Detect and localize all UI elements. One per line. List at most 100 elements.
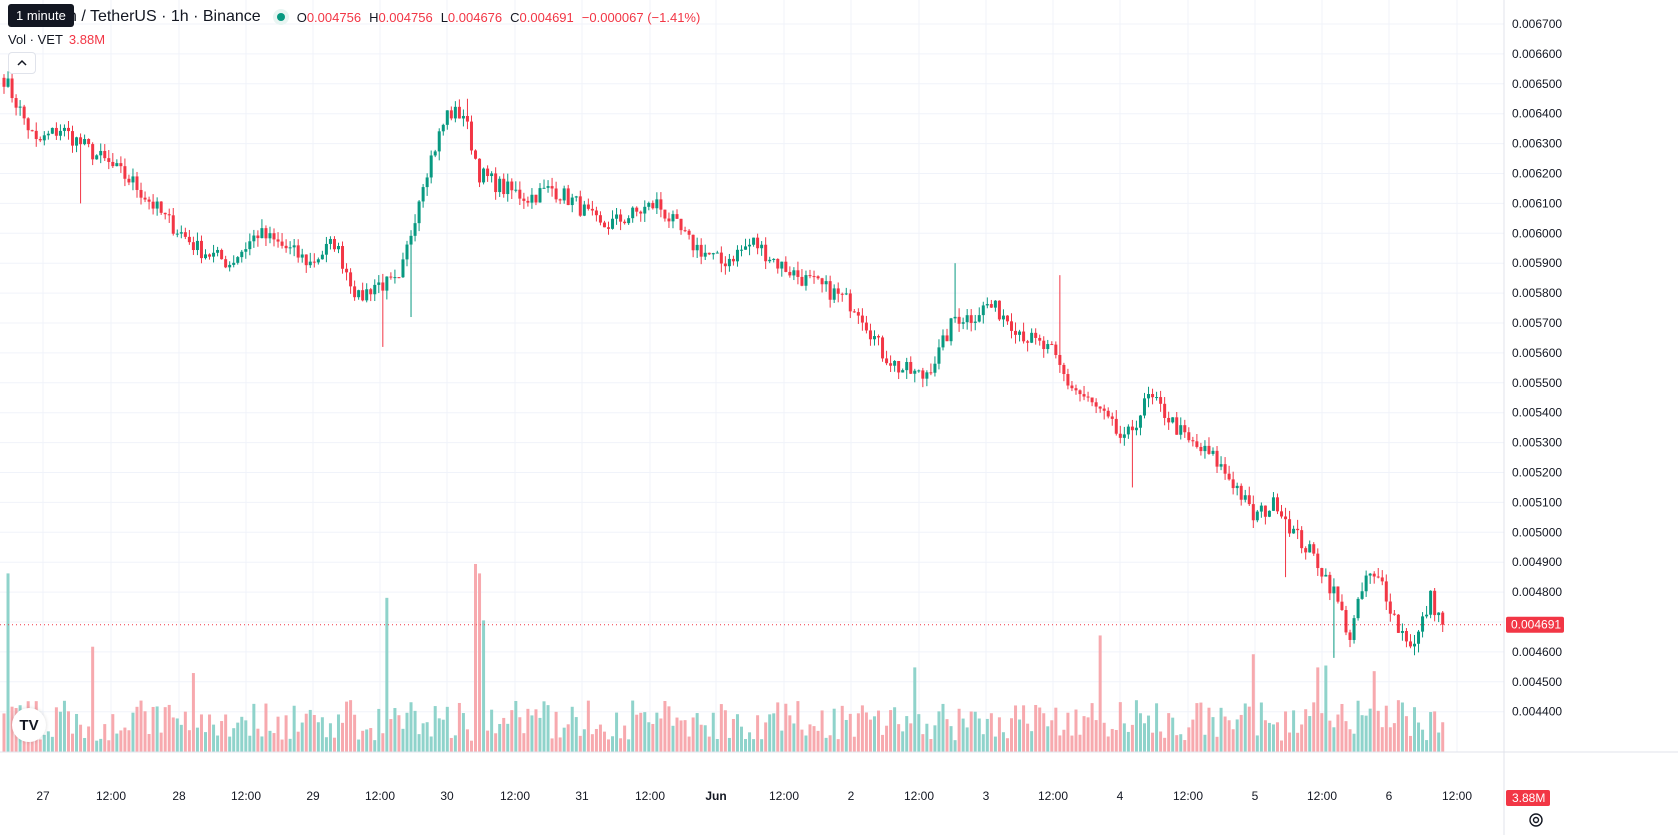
volume-bar — [675, 717, 679, 752]
candle-body — [1392, 613, 1396, 615]
volume-bar — [780, 730, 784, 752]
symbol-title[interactable]: n / TetherUS · 1h · Binance — [68, 8, 261, 25]
volume-bar — [91, 646, 95, 752]
volume-bar — [107, 740, 111, 752]
candle-body — [320, 254, 324, 260]
volume-bar — [498, 724, 502, 752]
candle-body — [1304, 548, 1308, 553]
price-tick-label: 0.005700 — [1512, 316, 1562, 330]
candle-body — [667, 218, 671, 222]
candle-body — [663, 209, 667, 219]
candle-body — [147, 199, 151, 202]
time-tick-label: 2 — [848, 789, 855, 803]
price-tick-label: 0.004500 — [1512, 675, 1562, 689]
volume-bar — [598, 724, 602, 752]
volume-bar — [353, 714, 357, 752]
price-tick-label: 0.006000 — [1512, 226, 1562, 240]
candle-body — [590, 208, 594, 211]
collapse-legend-button[interactable] — [8, 52, 36, 74]
market-status-icon[interactable] — [272, 9, 289, 25]
candle-body — [1247, 495, 1251, 505]
volume-bar — [1384, 705, 1388, 752]
volume-bar — [1078, 734, 1082, 752]
candle-body — [562, 188, 566, 201]
candle-body — [937, 347, 941, 364]
candle-body — [1142, 398, 1146, 416]
volume-bar — [413, 710, 417, 752]
candle-body — [965, 315, 969, 323]
volume-bar — [62, 700, 66, 752]
candle-body — [381, 282, 385, 291]
volume-bar — [760, 739, 764, 752]
candle-body — [582, 204, 586, 216]
volume-bar — [836, 739, 840, 752]
candle-body — [635, 207, 639, 212]
volume-bar — [433, 706, 437, 752]
candle-body — [981, 305, 985, 316]
candle-body — [586, 204, 590, 209]
candle-body — [465, 115, 469, 122]
volume-bar — [1122, 723, 1126, 752]
tradingview-logo-icon[interactable]: TV — [12, 708, 46, 742]
volume-bar — [784, 703, 788, 752]
candle-body — [1026, 341, 1030, 343]
price-tick-label: 0.006100 — [1512, 196, 1562, 210]
price-tick-label: 0.004800 — [1512, 585, 1562, 599]
candle-body — [1167, 417, 1171, 423]
candle-body — [1050, 344, 1054, 346]
candle-body — [1376, 576, 1380, 578]
price-tick-label: 0.006700 — [1512, 17, 1562, 31]
volume-bar — [546, 705, 550, 752]
volume-bar — [1263, 720, 1267, 752]
volume-bar — [58, 711, 62, 752]
candle-body — [844, 293, 848, 295]
volume-bar — [1175, 735, 1179, 752]
volume-legend[interactable]: Vol · VET 3.88M — [8, 32, 105, 47]
time-tick-label: 3 — [983, 789, 990, 803]
price-tick-label: 0.005600 — [1512, 346, 1562, 360]
volume-bar — [1396, 700, 1400, 752]
chart-grid — [0, 0, 1504, 752]
time-axis[interactable]: 27 12:00 28 12:00 29 12:00 30 12:00 31 12:00 Jun 12… — [0, 751, 1678, 803]
gear-icon[interactable] — [1527, 811, 1545, 829]
volume-bar — [155, 706, 159, 752]
candle-body — [1259, 505, 1263, 512]
volume-bar — [22, 734, 26, 752]
volume-bar — [1304, 709, 1308, 752]
volume-bar — [461, 713, 465, 752]
candle-body — [957, 316, 961, 324]
price-tick-label: 0.005000 — [1512, 525, 1562, 539]
candle-body — [304, 254, 308, 266]
volume-bar — [933, 725, 937, 752]
volume-bar — [38, 739, 42, 752]
volume-bar — [602, 731, 606, 752]
candle-body — [42, 135, 46, 141]
volume-bar — [71, 733, 75, 752]
price-axis[interactable]: 0.006700 0.006600 0.006500 0.006400 0.006300… — [1503, 0, 1562, 835]
volume-bar — [1312, 702, 1316, 752]
candle-body — [1163, 403, 1167, 418]
candle-body — [768, 259, 772, 262]
candle-body — [1239, 485, 1243, 500]
candle-body — [526, 200, 530, 203]
candle-body — [437, 131, 441, 152]
candle-body — [812, 276, 816, 278]
volume-bar — [349, 700, 353, 752]
volume-bar — [893, 707, 897, 752]
candle-body — [723, 263, 727, 267]
volume-bar — [1320, 713, 1324, 752]
volume-bar — [328, 723, 332, 752]
volume-bar — [1211, 717, 1215, 752]
volume-bar — [336, 714, 340, 752]
candle-body — [171, 215, 175, 234]
candle-body — [377, 282, 381, 285]
volume-bar — [83, 737, 87, 752]
candle-body — [744, 246, 748, 250]
volume-bar — [373, 740, 377, 752]
volume-bar — [1288, 732, 1292, 752]
volume-bar — [195, 727, 199, 752]
candle-body — [1280, 511, 1284, 517]
volume-bar — [421, 723, 425, 752]
candle-body — [1417, 631, 1421, 644]
